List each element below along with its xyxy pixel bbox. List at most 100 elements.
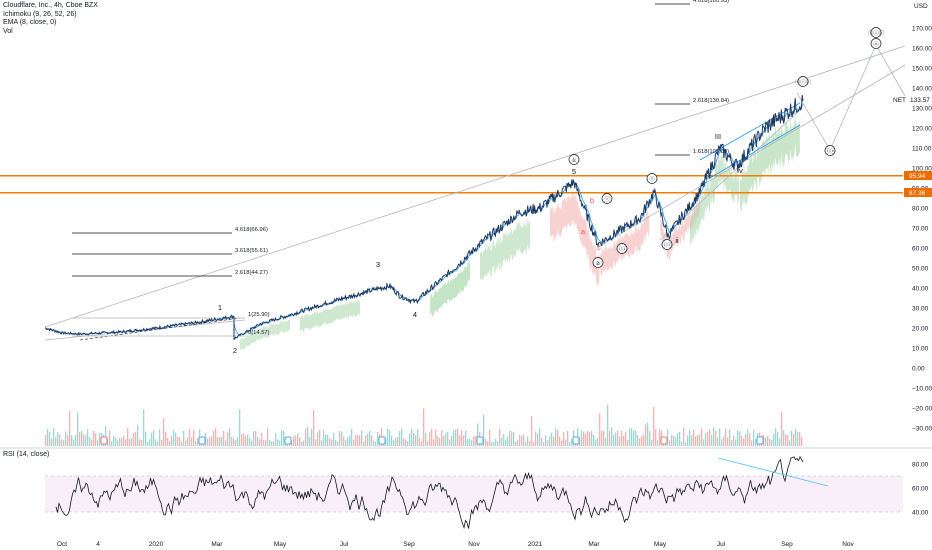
volume-bar: [59, 434, 61, 446]
volume-bar: [137, 424, 139, 446]
volume-bar: [159, 429, 161, 446]
volume-bar: [333, 432, 335, 446]
volume-bar: [303, 440, 305, 446]
axis-unit-label: USD: [914, 3, 928, 10]
price-axis[interactable]: 170.00 160.00 150.00 140.00 130.00 120.00 110.…: [912, 26, 932, 433]
volume-bar: [781, 412, 783, 446]
volume-bar: [695, 436, 697, 446]
volume-bar: [311, 428, 313, 446]
price-badge-lower: 87.36: [904, 188, 932, 197]
volume-bar: [225, 440, 227, 446]
volume-bar: [409, 433, 411, 446]
volume-bar: [681, 441, 683, 446]
volume-bar: [171, 435, 173, 446]
volume-bar: [717, 437, 719, 446]
volume-bar: [393, 440, 395, 446]
volume-bar: [343, 436, 345, 446]
volume-bar: [749, 433, 751, 446]
volume-bar: [351, 428, 353, 446]
volume-bar: [477, 423, 479, 446]
volume-bar: [247, 434, 249, 446]
rsi-legend[interactable]: RSI (14, close): [3, 451, 50, 458]
x-tick-label: Sep: [781, 541, 793, 548]
volume-bar: [193, 429, 195, 446]
volume-bar: [543, 441, 545, 446]
fib-label: 4.618(66.96): [235, 227, 268, 233]
volume-bar: [189, 428, 191, 446]
volume-bar: [155, 439, 157, 446]
volume-bar: [187, 437, 189, 446]
earnings-marker: [572, 436, 580, 445]
volume-bar: [509, 430, 511, 446]
symbol-title[interactable]: Cloudflare, Inc., 4h, Cboe BZX: [3, 2, 98, 9]
x-tick-label: Oct: [57, 541, 67, 548]
volume-bar: [417, 429, 419, 446]
time-axis[interactable]: Oct 4 2020 Mar May Jul Sep Nov 2021 Mar May Jul Sep N…: [57, 541, 855, 548]
rsi-band: [45, 476, 903, 512]
volume-bar: [341, 431, 343, 446]
volume-bar: [391, 435, 393, 446]
volume-bar: [727, 437, 729, 446]
volume-bar: [301, 441, 303, 446]
volume-bar: [125, 439, 127, 446]
volume-bar: [385, 438, 387, 446]
volume-bar: [653, 406, 655, 446]
volume-bar: [327, 434, 329, 446]
wave-circle: [797, 76, 809, 87]
volume-bar: [677, 433, 679, 446]
volume-legend[interactable]: Vol: [3, 27, 13, 35]
x-tick-label: 4: [96, 541, 100, 548]
volume-bar: [723, 436, 725, 446]
volume-bar: [401, 428, 403, 446]
earnings-marker: [284, 436, 292, 445]
volume-bar: [347, 437, 349, 446]
volume-bar: [149, 439, 151, 446]
volume-bar: [725, 428, 727, 446]
channel-line-blue-2: [709, 124, 801, 179]
volume-bar: [281, 430, 283, 446]
wave-label: Ⓘⓘⓘ: [868, 29, 885, 37]
volume-bar: [49, 432, 51, 446]
volume-bar: [795, 429, 797, 446]
volume-bar: [435, 429, 437, 446]
volume-bar: [699, 434, 701, 446]
ema-legend[interactable]: EMA (8, close, 0): [3, 19, 57, 26]
volume-bar: [771, 439, 773, 446]
volume-bar: [61, 439, 63, 446]
wave-label: 2: [233, 346, 237, 355]
volume-bar: [403, 438, 405, 446]
volume-bar: [535, 431, 537, 446]
volume-bar: [375, 441, 377, 446]
volume-bar: [215, 428, 217, 446]
volume-bar: [439, 437, 441, 446]
ichimoku-legend[interactable]: Ichimoku (9, 26, 52, 26): [3, 10, 77, 18]
volume-bar: [271, 441, 273, 446]
volume-bar: [631, 428, 633, 446]
volume-bar: [515, 441, 517, 446]
volume-bar: [123, 435, 125, 446]
volume-bar: [553, 436, 555, 446]
volume-bar: [67, 434, 69, 446]
volume-bar: [45, 434, 47, 446]
volume-bar: [587, 430, 589, 446]
volume-bar: [559, 436, 561, 446]
volume-bar: [773, 433, 775, 446]
volume-bar: [655, 428, 657, 446]
volume-bar: [413, 432, 415, 446]
fib-label: 3.618(55.61): [235, 248, 268, 254]
volume-bar: [469, 439, 471, 446]
volume-bar: [231, 436, 233, 446]
volume-bar: [371, 435, 373, 446]
volume-bar: [517, 439, 519, 446]
volume-bar: [501, 437, 503, 446]
resistance-band-upper: [0, 175, 903, 177]
volume-bar: [645, 424, 647, 446]
volume-bar: [259, 439, 261, 446]
volume-bar: [429, 432, 431, 446]
earnings-marker: [198, 436, 206, 445]
volume-bar: [425, 432, 427, 446]
volume-bar: [505, 440, 507, 446]
volume-bar: [243, 433, 245, 446]
volume-bar: [445, 433, 447, 446]
